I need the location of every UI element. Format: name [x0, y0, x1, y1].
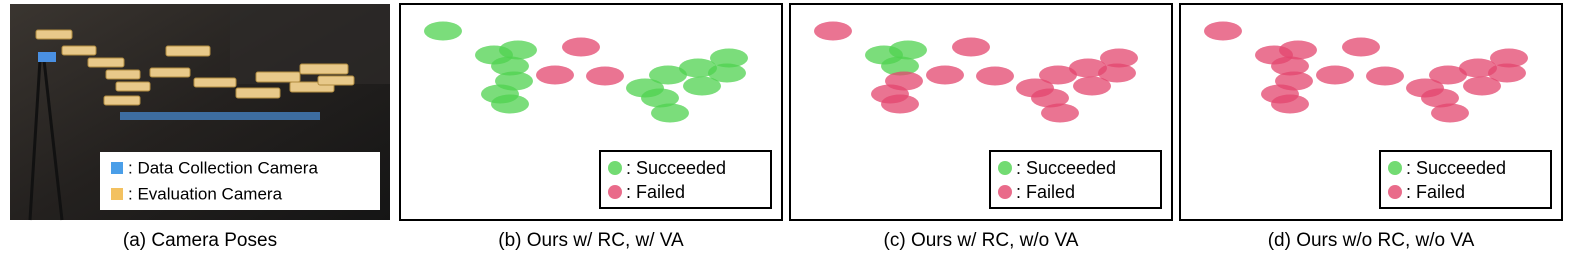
camera-outcome [1490, 48, 1528, 68]
camera-outcome [499, 40, 537, 60]
legend-marker [608, 185, 622, 199]
camera-outcome [1279, 40, 1317, 60]
camera-outcome [1488, 63, 1526, 83]
caption: (d) Ours w/o RC, w/o VA [1268, 230, 1475, 251]
camera-outcome [881, 56, 919, 76]
legend-marker [998, 185, 1012, 199]
camera-outcome [649, 65, 687, 85]
camera-outcome [889, 40, 927, 60]
camera-outcome [1039, 65, 1077, 85]
legend-box [1379, 150, 1552, 209]
camera-outcome [710, 48, 748, 68]
camera-outcome [814, 21, 852, 41]
camera-outcome [641, 88, 679, 108]
camera-outcome [1342, 37, 1380, 57]
camera-outcome [1073, 76, 1111, 96]
legend-marker [1388, 185, 1402, 199]
camera-outcome [586, 66, 624, 86]
camera-outcome [683, 76, 721, 96]
camera-outcome [1098, 63, 1136, 83]
camera-outcome [1100, 48, 1138, 68]
legend-label: : Failed [626, 182, 685, 202]
camera-outcome [679, 58, 717, 78]
legend-marker [608, 161, 622, 175]
legend-label: : Failed [1016, 182, 1075, 202]
camera-outcome [1459, 58, 1497, 78]
camera-outcome [651, 103, 689, 123]
camera-outcome [1271, 94, 1309, 114]
camera-outcome [1031, 88, 1069, 108]
camera-outcome [1421, 88, 1459, 108]
legend-label: : Evaluation Camera [128, 184, 283, 203]
camera-outcome [1204, 21, 1242, 41]
camera-outcome [1366, 66, 1404, 86]
legend-box [599, 150, 772, 209]
camera-outcome [1316, 65, 1354, 85]
caption: (b) Ours w/ RC, w/ VA [498, 230, 684, 251]
camera-photo [10, 4, 390, 221]
camera-outcome [1429, 65, 1467, 85]
legend-box [989, 150, 1162, 209]
caption: (c) Ours w/ RC, w/o VA [884, 230, 1079, 251]
camera-outcome [1463, 76, 1501, 96]
camera-outcome [424, 21, 462, 41]
camera-outcome [708, 63, 746, 83]
camera-outcome [1069, 58, 1107, 78]
camera-outcome [976, 66, 1014, 86]
camera-outcome [491, 94, 529, 114]
camera-outcome [926, 65, 964, 85]
camera-outcome [881, 94, 919, 114]
legend-label: : Data Collection Camera [128, 158, 318, 177]
camera-outcome [952, 37, 990, 57]
camera-outcome [1041, 103, 1079, 123]
camera-outcome [562, 37, 600, 57]
legend-marker [998, 161, 1012, 175]
legend-label: : Succeeded [626, 158, 726, 178]
camera-outcome [1431, 103, 1469, 123]
legend-label: : Failed [1406, 182, 1465, 202]
legend-label: : Succeeded [1016, 158, 1116, 178]
camera-outcome [536, 65, 574, 85]
legend-label: : Succeeded [1406, 158, 1506, 178]
caption: (a) Camera Poses [123, 230, 277, 251]
legend-marker [1388, 161, 1402, 175]
camera-outcome [1271, 56, 1309, 76]
camera-outcome [491, 56, 529, 76]
